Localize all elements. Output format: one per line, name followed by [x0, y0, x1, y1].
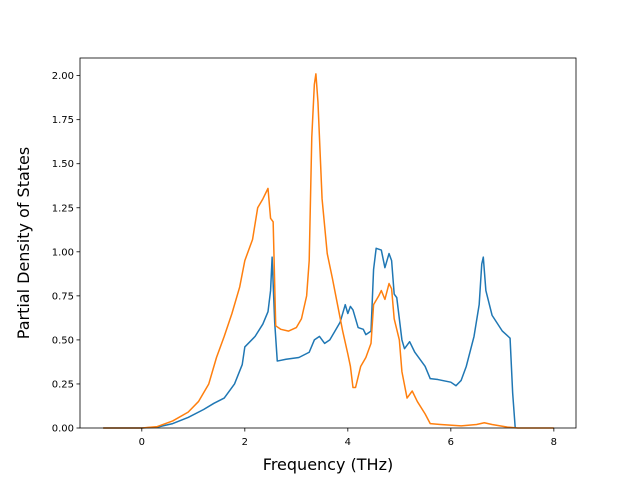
y-tick-label: 1.00	[52, 247, 74, 258]
plot-frame	[79, 57, 577, 429]
x-tick-label: 0	[139, 437, 145, 448]
y-tick-label: 1.25	[52, 203, 74, 214]
y-tick-label: 0.25	[52, 379, 74, 390]
x-tick-label: 8	[551, 437, 557, 448]
series-line-2	[103, 73, 554, 429]
y-tick-label: 0.00	[52, 424, 74, 435]
y-axis: 0.00 0.25 0.50 0.75 1.00 1.25 1.50 1.75 2.00	[52, 71, 80, 435]
y-tick-label: 1.75	[52, 115, 74, 126]
plot-lines	[103, 73, 554, 429]
series-line-1	[103, 247, 516, 429]
x-tick-label: 4	[345, 437, 351, 448]
y-tick-label: 0.75	[52, 291, 74, 302]
x-tick-label: 2	[242, 437, 248, 448]
y-tick-label: 0.50	[52, 335, 74, 346]
x-axis: 0 2 4 6 8	[139, 428, 557, 448]
y-tick-label: 1.50	[52, 159, 74, 170]
y-axis-title: Partial Density of States	[14, 147, 33, 339]
x-tick-label: 6	[448, 437, 454, 448]
y-tick-label: 2.00	[52, 71, 74, 82]
x-axis-title: Frequency (THz)	[263, 455, 393, 474]
